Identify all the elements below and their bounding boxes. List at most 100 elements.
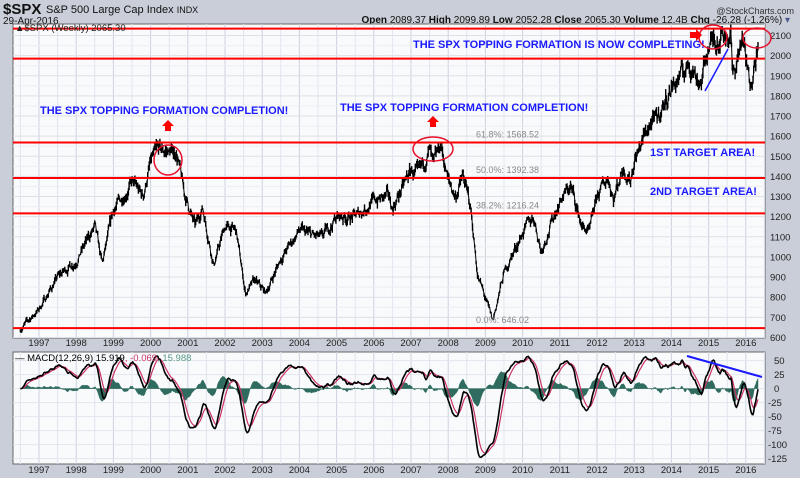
price-tick-label: 1100 (770, 232, 790, 243)
annotation-text: THE SPX TOPPING FORMATION IS NOW COMPLET… (413, 39, 705, 51)
year-tick-label: 2015 (698, 338, 719, 349)
year-tick-label: 2011 (550, 465, 570, 476)
chg-label: Chg (690, 15, 710, 26)
price-tick-label: 1600 (770, 132, 791, 143)
price-tick-label: 2000 (770, 51, 791, 62)
year-tick-label: 2004 (289, 465, 310, 476)
macd-legend-part: 15.919 (96, 353, 125, 364)
annotation-text: THE SPX TOPPING FORMATION COMPLETION! (40, 105, 288, 117)
price-tick-label: 600 (770, 333, 786, 344)
high-label: High (428, 15, 451, 26)
price-panel (12, 23, 766, 339)
annotation-text: 2ND TARGET AREA! (650, 186, 757, 198)
year-tick-label: 2015 (698, 465, 719, 476)
fib-level-label: 38.2%: 1216.24 (476, 200, 539, 210)
year-tick-label: 2012 (586, 465, 607, 476)
macd-line (20, 355, 759, 458)
up-arrow-icon (427, 116, 439, 127)
year-tick-label: 2003 (252, 465, 273, 476)
volume-value: 12.4B (661, 15, 688, 26)
macd-legend-part: , 15.988 (157, 353, 191, 364)
price-tick-label: 1500 (770, 152, 791, 163)
year-tick-label: 2014 (661, 338, 682, 349)
price-tick-label: 1800 (770, 91, 791, 102)
symbol: $SPX (3, 1, 42, 18)
fib-level-label: 50.0%: 1392.38 (476, 165, 539, 175)
year-tick-label: 1999 (103, 338, 124, 349)
year-tick-label: 2005 (326, 465, 347, 476)
price-tick-label: 2100 (770, 31, 791, 42)
price-tick-label: 1900 (770, 71, 791, 82)
macd-tick-label: -100 (768, 440, 787, 451)
fib-level-label: 0.0%: 646.02 (476, 315, 529, 325)
high-value: 2099.89 (453, 15, 490, 26)
year-tick-label: 2010 (512, 338, 533, 349)
macd-trend-line (686, 355, 763, 378)
year-tick-label: 2003 (252, 338, 273, 349)
highlight-circle (153, 144, 183, 176)
macd-tick-label: 50 (774, 356, 785, 367)
year-tick-label: 1998 (66, 338, 87, 349)
macd-tick-label: -125 (768, 454, 787, 465)
price-tick-label: 1000 (770, 252, 791, 263)
year-tick-label: 2004 (289, 338, 310, 349)
year-tick-label: 2001 (177, 465, 198, 476)
year-tick-label: 1999 (103, 465, 124, 476)
fib-level-label: 61.8%: 1568.52 (476, 129, 539, 139)
chg-value: -26.28 (-1.26%) (712, 15, 783, 26)
macd-tick-label: -25 (768, 398, 782, 409)
ohlc-readout: Open 2089.37 High 2099.89 Low 2052.28 Cl… (361, 15, 790, 26)
year-tick-label: 2002 (214, 338, 235, 349)
highlight-circle (742, 27, 772, 49)
year-tick-label: 2002 (214, 465, 235, 476)
year-tick-label: 2014 (661, 465, 682, 476)
open-label: Open (361, 15, 388, 26)
year-tick-label: 2008 (438, 338, 459, 349)
macd-legend: — MACD(12,26,9) 15.919, -0.069, 15.988 (15, 353, 191, 364)
year-tick-label: 1997 (28, 338, 49, 349)
dropdown-arrow-icon[interactable]: ▾ (784, 15, 790, 26)
year-tick-label: 2006 (363, 465, 384, 476)
year-tick-label: 2009 (475, 338, 496, 349)
copyright: @StockCharts.com (716, 6, 794, 16)
year-tick-label: 2016 (735, 465, 756, 476)
year-tick-label: 2007 (400, 338, 421, 349)
price-close-line (20, 29, 759, 333)
annotation-text: 1ST TARGET AREA! (650, 147, 755, 159)
year-tick-label: 1998 (66, 465, 87, 476)
year-tick-label: 2016 (735, 338, 756, 349)
up-arrow-icon (162, 120, 174, 131)
year-tick-label: 2013 (624, 465, 645, 476)
year-tick-label: 2013 (624, 338, 645, 349)
price-tick-label: 1700 (770, 112, 791, 123)
year-tick-label: 2010 (512, 465, 533, 476)
macd-histogram (20, 371, 759, 407)
price-tick-label: 900 (770, 273, 786, 284)
year-tick-label: 2001 (177, 338, 198, 349)
chart-date: 29-Apr-2016 (3, 16, 59, 27)
macd-legend-part: , -0.069 (125, 353, 157, 364)
macd-tick-label: -75 (768, 426, 782, 437)
annotation-text: THE SPX TOPPING FORMATION COMPLETION! (340, 102, 588, 114)
macd-panel (12, 351, 766, 465)
year-tick-label: 2005 (326, 338, 347, 349)
highlight-circle (412, 136, 454, 162)
price-tick-label: 1300 (770, 192, 791, 203)
price-tick-label: 800 (770, 293, 786, 304)
macd-legend-part: — MACD(12,26,9) (15, 353, 96, 364)
year-tick-label: 2000 (140, 465, 161, 476)
low-label: Low (492, 15, 513, 26)
price-tick-label: 1200 (770, 212, 791, 223)
low-value: 2052.28 (515, 15, 552, 26)
macd-tick-label: -50 (768, 412, 782, 423)
name-text: S&P 500 Large Cap Index (46, 4, 174, 16)
trend-line (704, 48, 729, 92)
macd-tick-label: 25 (774, 370, 785, 381)
macd-tick-label: 0 (774, 384, 779, 395)
index-name: S&P 500 Large Cap Index INDX (46, 4, 198, 16)
year-tick-label: 2012 (586, 338, 607, 349)
year-tick-label: 2007 (400, 465, 421, 476)
price-tick-label: 1400 (770, 172, 791, 183)
